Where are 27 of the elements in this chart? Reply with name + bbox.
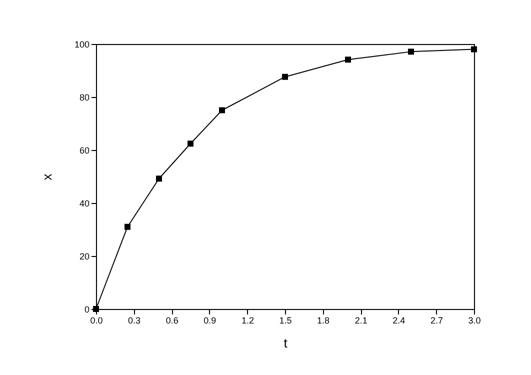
point <box>471 46 477 52</box>
point <box>219 107 225 114</box>
point <box>408 48 414 55</box>
x-tick-label: 3.0 <box>468 316 481 326</box>
y-tick-label: 0 <box>84 304 90 314</box>
x-tick-label: 0.3 <box>128 316 141 326</box>
y-tick-label: 80 <box>79 92 90 102</box>
x-tick-label: 1.8 <box>317 316 330 326</box>
x-tick-label: 2.1 <box>354 316 368 326</box>
x-tick-label: 0.0 <box>90 316 103 326</box>
point <box>188 140 194 147</box>
x-tick-label: 1.5 <box>279 316 292 326</box>
y-tick-label: 20 <box>79 252 90 262</box>
x-tick-label: 1.2 <box>241 316 254 326</box>
point <box>345 56 351 63</box>
x-tick-label: 0.6 <box>166 316 178 326</box>
point <box>156 176 162 182</box>
y-axis-title: x <box>39 173 54 180</box>
point <box>282 74 288 80</box>
y-tick-label: 40 <box>79 198 90 208</box>
y-tick-label: 100 <box>74 40 90 50</box>
x-tick-label: 2.4 <box>392 316 406 326</box>
x-tick-label: 2.7 <box>430 316 443 326</box>
x-tick-label: 0.9 <box>204 316 216 326</box>
x-axis-title: t <box>284 336 288 350</box>
point <box>124 224 130 230</box>
y-tick-label: 60 <box>79 146 90 156</box>
